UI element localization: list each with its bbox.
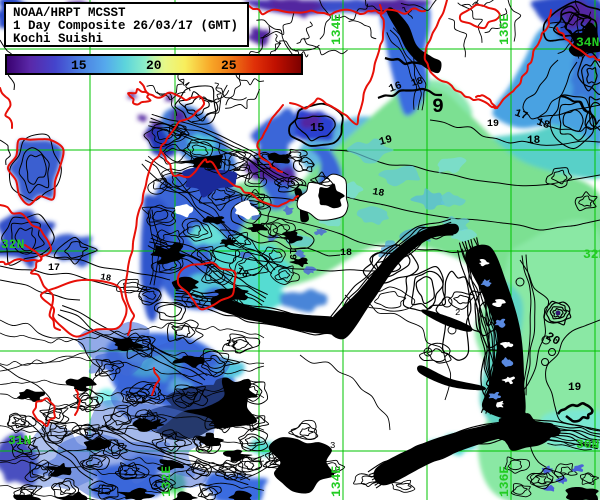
svg-text:17: 17 [224, 338, 238, 352]
svg-text:2: 2 [455, 308, 460, 318]
svg-text:16: 16 [387, 80, 404, 96]
svg-text:30N: 30N [576, 437, 599, 452]
svg-text:136E: 136E [497, 466, 512, 497]
svg-text:1 Day Composite 26/03/17 (GMT): 1 Day Composite 26/03/17 (GMT) [13, 19, 238, 33]
svg-text:132E: 132E [159, 466, 174, 497]
svg-text:19: 19 [568, 382, 581, 394]
svg-text:15: 15 [310, 121, 324, 135]
svg-text:18: 18 [371, 187, 385, 200]
svg-text:18: 18 [527, 135, 541, 147]
svg-text:134E: 134E [329, 466, 344, 497]
svg-text:3: 3 [462, 323, 467, 333]
svg-text:17: 17 [48, 263, 60, 274]
svg-text:19: 19 [487, 119, 499, 130]
svg-text:136E: 136E [497, 14, 512, 45]
svg-text:20: 20 [543, 329, 562, 348]
svg-text:18: 18 [340, 248, 352, 259]
svg-text:NOAA/HRPT MCSST: NOAA/HRPT MCSST [13, 6, 126, 20]
svg-text:3: 3 [330, 441, 335, 451]
svg-text:18: 18 [410, 76, 424, 90]
svg-text:34N: 34N [576, 35, 599, 50]
svg-text:Kochi Suishi: Kochi Suishi [13, 32, 103, 46]
svg-text:18: 18 [99, 272, 111, 284]
svg-text:9: 9 [432, 96, 444, 119]
svg-text:32N: 32N [1, 237, 24, 252]
svg-text:18: 18 [535, 116, 552, 132]
svg-text:19: 19 [286, 248, 297, 260]
svg-text:134E: 134E [329, 14, 344, 45]
svg-text:15: 15 [71, 58, 87, 73]
svg-text:32N: 32N [583, 247, 600, 262]
svg-text:17: 17 [513, 107, 530, 123]
svg-text:18: 18 [234, 266, 250, 282]
svg-text:20: 20 [146, 58, 162, 73]
svg-text:19: 19 [378, 134, 394, 149]
svg-text:31N: 31N [8, 433, 31, 448]
svg-text:25: 25 [221, 58, 237, 73]
